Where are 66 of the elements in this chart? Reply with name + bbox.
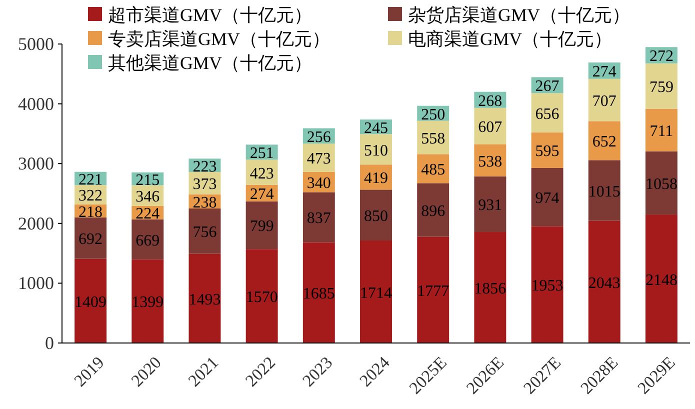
data-label: 1015 — [588, 183, 620, 200]
data-label: 245 — [364, 120, 388, 137]
legend-label: 杂货店渠道GMV（十亿元） — [408, 5, 630, 25]
data-label: 1714 — [360, 284, 392, 302]
data-label: 538 — [478, 153, 502, 170]
data-label: 558 — [421, 130, 446, 148]
data-label: 346 — [136, 188, 160, 206]
data-label: 607 — [478, 119, 502, 136]
y-tick-label: 3000 — [18, 154, 54, 174]
data-label: 756 — [192, 224, 217, 242]
legend-label: 电商渠道GMV（十亿元） — [408, 29, 612, 49]
data-label: 1058 — [645, 176, 678, 193]
legend-label: 专卖店渠道GMV（十亿元） — [108, 29, 330, 49]
data-label: 250 — [421, 106, 446, 124]
data-label: 473 — [306, 150, 331, 168]
y-tick-label: 5000 — [18, 34, 54, 54]
data-label: 419 — [364, 170, 388, 188]
y-tick-label: 2000 — [18, 213, 54, 234]
y-tick-label: 0 — [45, 333, 54, 353]
y-tick-label: 4000 — [18, 94, 54, 114]
data-label: 1570 — [246, 289, 278, 306]
data-label: 485 — [421, 162, 446, 179]
data-label: 1856 — [474, 280, 506, 298]
y-tick-label: 1000 — [18, 273, 54, 294]
data-label: 1493 — [188, 291, 221, 308]
data-label: 1399 — [132, 294, 164, 312]
data-label: 669 — [136, 232, 160, 250]
data-label: 218 — [78, 204, 103, 221]
data-label: 931 — [478, 197, 502, 214]
data-label: 274 — [592, 64, 616, 81]
data-label: 595 — [535, 143, 560, 160]
data-label: 1685 — [302, 286, 335, 303]
data-label: 510 — [364, 142, 388, 160]
data-label: 224 — [136, 206, 160, 223]
data-label: 340 — [306, 175, 331, 192]
data-label: 1953 — [531, 278, 564, 295]
data-label: 238 — [192, 194, 217, 212]
data-label: 896 — [421, 202, 446, 220]
data-label: 373 — [192, 176, 217, 194]
data-label: 2148 — [645, 272, 678, 289]
data-label: 652 — [592, 134, 616, 151]
data-label: 799 — [250, 218, 274, 236]
data-label: 759 — [649, 79, 674, 96]
legend-label: 超市渠道GMV（十亿元） — [108, 5, 312, 25]
data-label: 322 — [78, 188, 103, 205]
data-label: 274 — [250, 186, 274, 204]
data-label: 223 — [192, 158, 217, 176]
data-label: 974 — [535, 190, 560, 208]
data-label: 1409 — [74, 294, 107, 311]
data-label: 656 — [535, 106, 560, 123]
data-label: 221 — [78, 171, 103, 188]
data-label: 267 — [535, 78, 560, 96]
data-label: 272 — [649, 48, 674, 66]
data-label: 423 — [250, 165, 274, 182]
data-label: 1777 — [417, 282, 450, 300]
data-label: 711 — [650, 123, 674, 140]
data-label: 256 — [306, 128, 331, 146]
legend-label: 其他渠道GMV（十亿元） — [108, 53, 312, 73]
data-label: 707 — [592, 93, 616, 110]
data-label: 850 — [364, 208, 388, 226]
data-label: 2043 — [588, 274, 620, 292]
data-label: 251 — [250, 145, 274, 162]
data-label: 215 — [136, 172, 160, 189]
data-label: 268 — [478, 92, 502, 110]
data-label: 837 — [306, 210, 331, 228]
data-label: 692 — [78, 231, 103, 248]
